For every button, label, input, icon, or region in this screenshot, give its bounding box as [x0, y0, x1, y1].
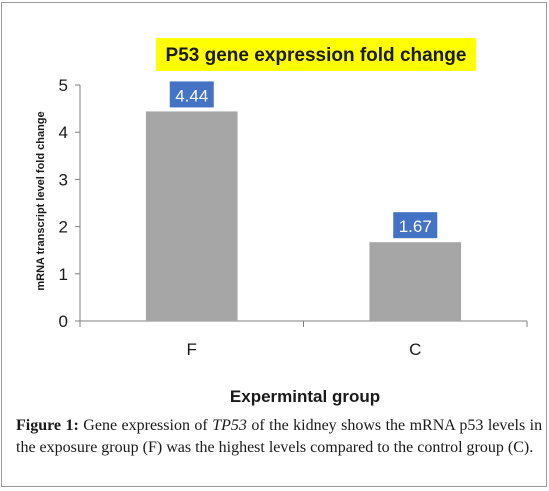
y-axis-label: mRNA transcript level fold change — [35, 111, 47, 290]
data-label-background — [169, 81, 214, 108]
figure-caption: Figure 1: Gene expression of TP53 of the… — [16, 415, 542, 459]
chart-title-background — [156, 38, 476, 71]
data-label: 4.44 — [175, 86, 208, 105]
caption-text-after: of the kidney shows the mRNA p53 levels … — [16, 417, 543, 456]
bar-chart: P53 gene expression fold change mRNA tra… — [35, 38, 528, 406]
y-tick-label: 4 — [59, 123, 68, 142]
caption-text-before: Gene expression of — [83, 417, 208, 434]
y-tick-label: 1 — [59, 265, 68, 284]
caption-gene-name: TP53 — [212, 417, 247, 434]
caption-label: Figure 1: — [16, 417, 79, 434]
y-tick-label: 5 — [59, 76, 68, 95]
x-axis-label: Expermintal group — [230, 387, 380, 406]
bar-C — [369, 242, 462, 321]
y-tick-label: 0 — [59, 312, 68, 331]
chart-title: P53 gene expression fold change — [166, 45, 467, 66]
bar-F — [145, 111, 238, 321]
data-label-background — [393, 212, 438, 239]
y-tick-label: 3 — [59, 170, 68, 189]
x-tick-label: C — [409, 340, 421, 359]
y-tick-label: 2 — [59, 218, 68, 237]
data-label: 1.67 — [399, 217, 432, 236]
x-tick-label: F — [187, 340, 197, 359]
